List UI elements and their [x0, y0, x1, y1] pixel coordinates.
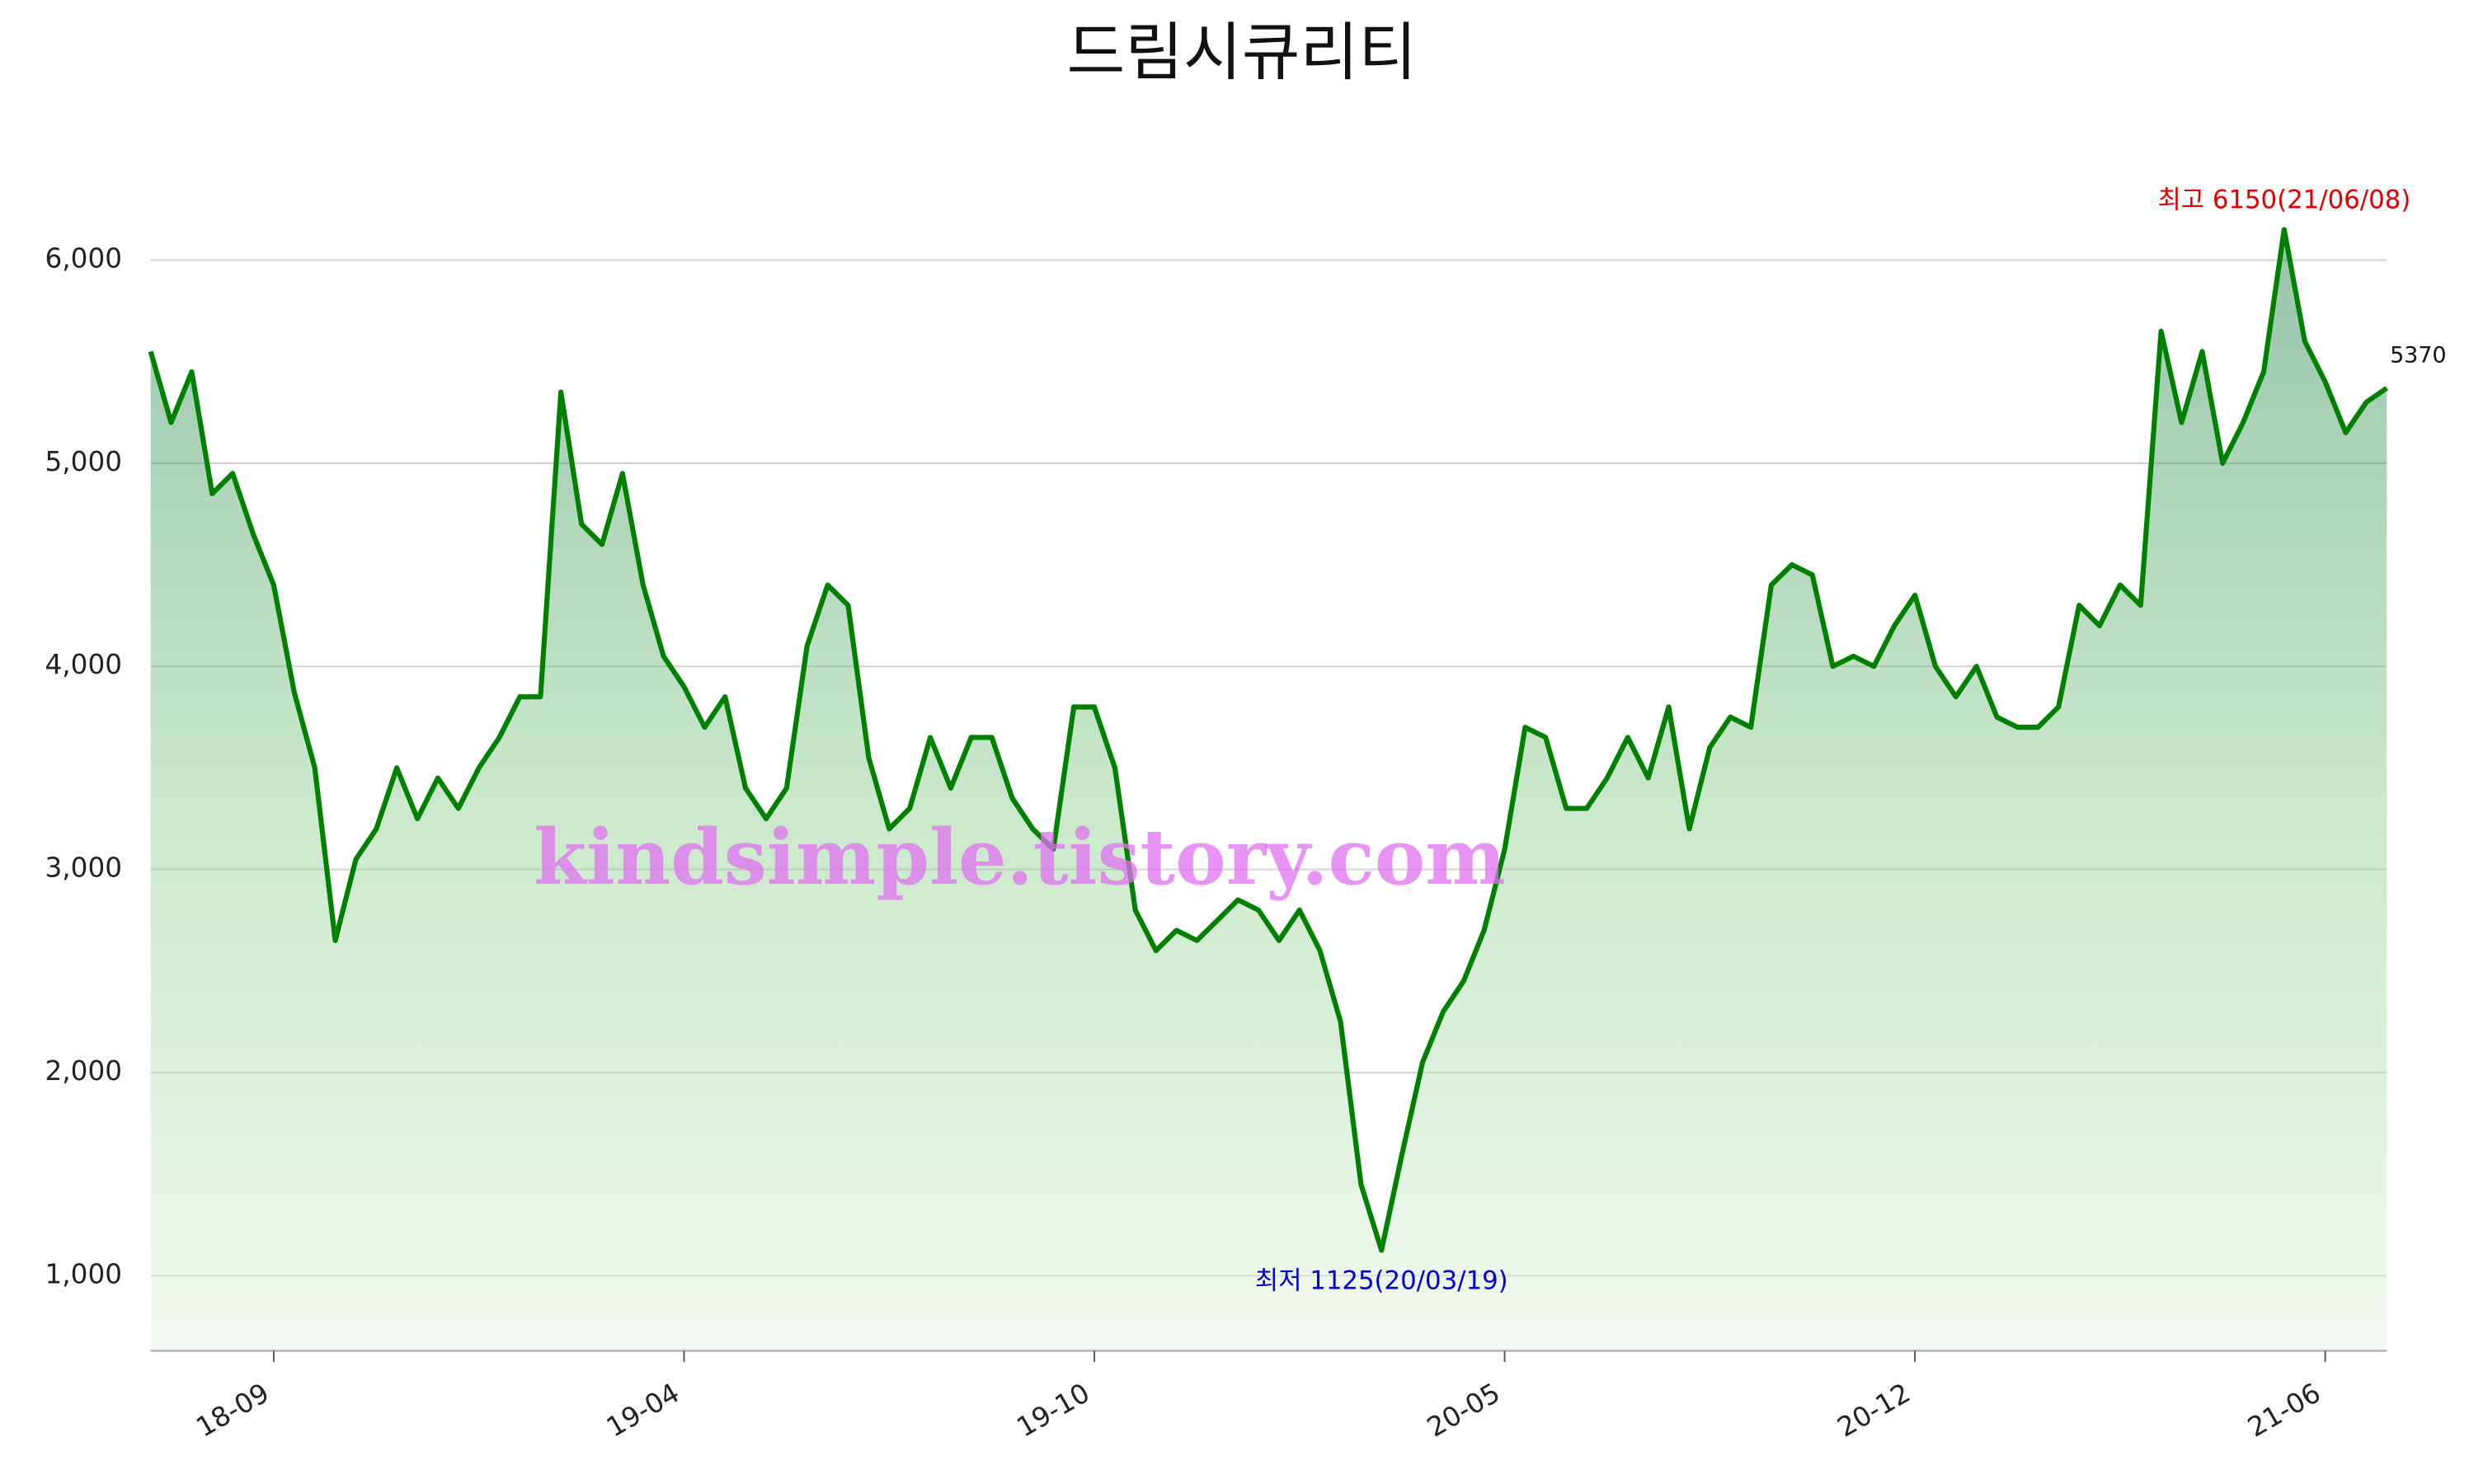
watermark: kindsimple.tistory.com: [534, 812, 1506, 902]
x-tick-label: 21-06: [2242, 1377, 2326, 1443]
max-annotation: 최고 6150(21/06/08): [2157, 185, 2411, 214]
x-tick-label: 19-10: [1012, 1377, 1095, 1443]
min-annotation: 최저 1125(20/03/19): [1255, 1266, 1508, 1295]
price-line: [148, 227, 2388, 1253]
x-tick-label: 20-05: [1422, 1377, 1505, 1443]
y-tick-label: 2,000: [45, 1055, 122, 1087]
y-tick-label: 4,000: [45, 649, 122, 680]
y-tick-label: 3,000: [45, 852, 122, 884]
area: [150, 229, 2387, 1351]
x-tick-label: 19-04: [601, 1377, 684, 1443]
chart-title: 드림시큐리티: [1067, 16, 1418, 90]
x-tick-label: 18-09: [191, 1377, 275, 1443]
x-tick-label: 20-12: [1832, 1377, 1916, 1443]
y-tick-label: 1,000: [45, 1258, 122, 1289]
y-tick-label: 6,000: [45, 242, 122, 274]
last-annotation: 5370: [2390, 343, 2446, 369]
y-tick-label: 5,000: [45, 446, 122, 477]
